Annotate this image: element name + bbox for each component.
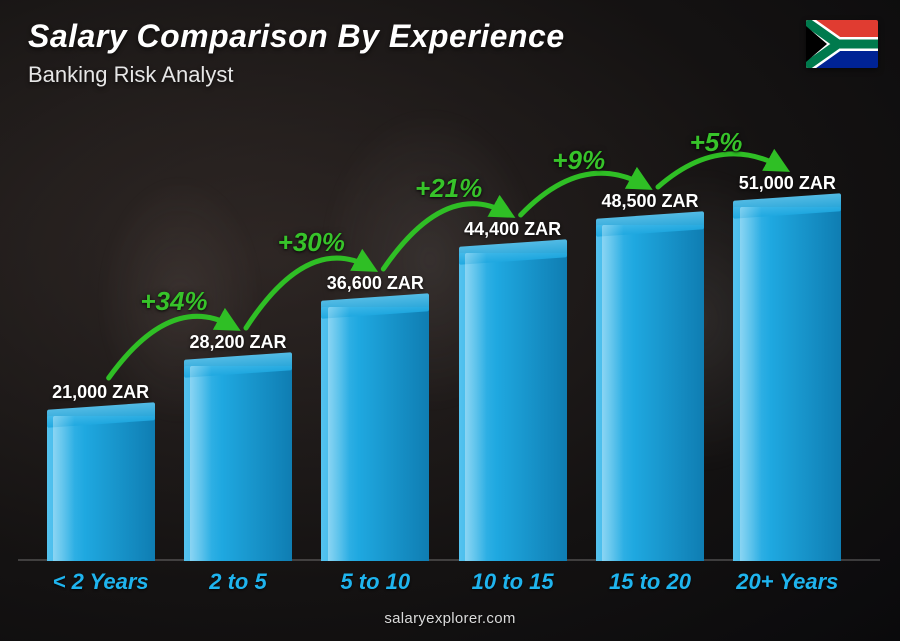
category-label: 20+ Years: [736, 569, 838, 595]
page-subtitle: Banking Risk Analyst: [28, 62, 233, 88]
category-label: 15 to 20: [609, 569, 691, 595]
page-title: Salary Comparison By Experience: [28, 18, 565, 55]
bar-chart: 21,000 ZAR< 2 Years28,200 ZAR2 to 536,60…: [38, 120, 850, 561]
category-label: < 2 Years: [53, 569, 149, 595]
flag-icon: [806, 20, 878, 68]
pct-increase-label: +34%: [140, 286, 207, 317]
category-label: 5 to 10: [340, 569, 410, 595]
infographic-stage: Salary Comparison By Experience Banking …: [0, 0, 900, 641]
pct-labels-layer: +34% +30% +21% +9% +5%: [38, 120, 850, 561]
pct-increase-label: +9%: [552, 145, 605, 176]
footer-source: salaryexplorer.com: [0, 610, 900, 627]
pct-increase-label: +30%: [278, 227, 345, 258]
category-label: 2 to 5: [209, 569, 266, 595]
pct-increase-label: +5%: [690, 127, 743, 158]
country-flag-south-africa: [806, 20, 878, 68]
category-label: 10 to 15: [472, 569, 554, 595]
pct-increase-label: +21%: [415, 173, 482, 204]
